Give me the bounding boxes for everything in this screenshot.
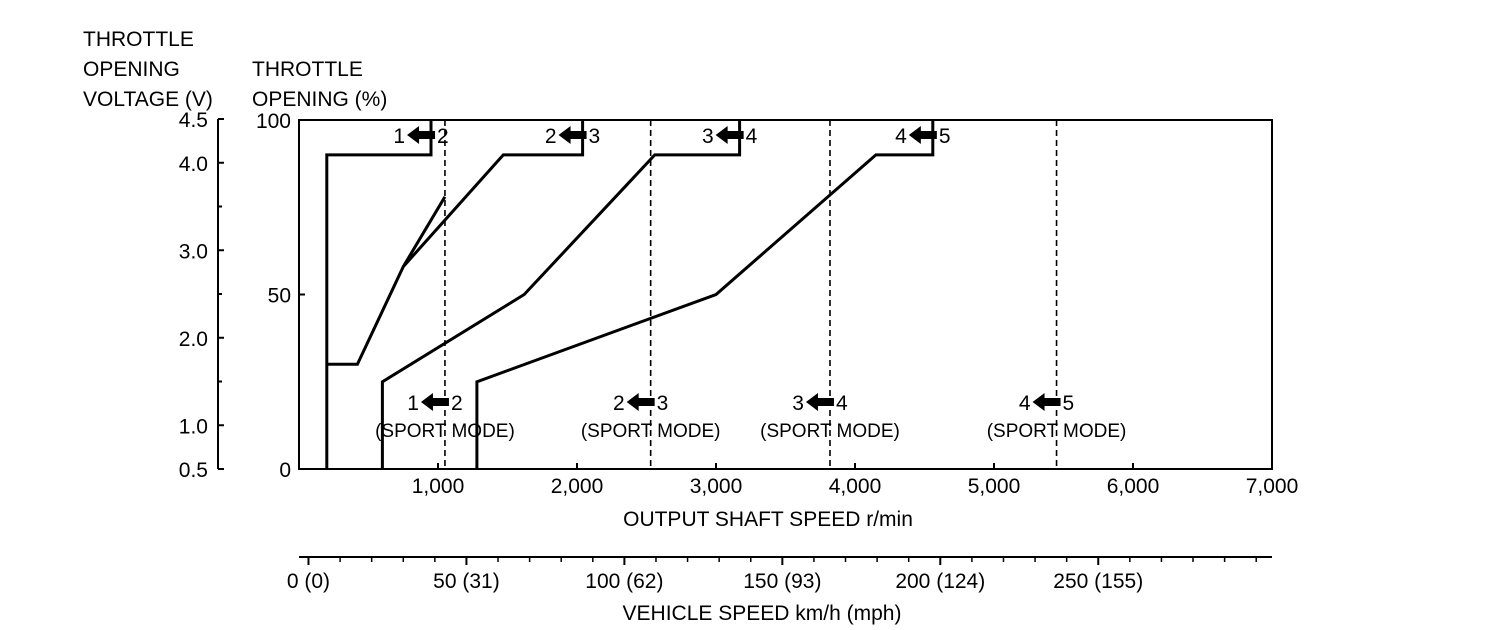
sport-shift-label-from: 1 <box>407 392 419 415</box>
sport-mode-label: (SPORT MODE) <box>760 421 900 442</box>
sport-shift-label-to: 5 <box>1063 392 1075 415</box>
sport-mode-label: (SPORT MODE) <box>581 421 721 442</box>
voltage-tick-label: 4.5 <box>179 109 208 132</box>
vehicle-speed-tick-label: 100 (62) <box>585 570 663 593</box>
vehicle-speed-axis-title: VEHICLE SPEED km/h (mph) <box>623 602 902 625</box>
vehicle-speed-tick-label: 50 (31) <box>433 570 500 593</box>
shift-label-to: 2 <box>437 125 449 148</box>
shift-curve <box>380 120 742 469</box>
voltage-tick-label: 2.0 <box>179 328 208 351</box>
throttle-tick-label: 0 <box>279 459 291 482</box>
voltage-axis-title-line-1: THROTTLE <box>83 28 194 51</box>
x-tick-label: 6,000 <box>1107 475 1160 498</box>
voltage-tick-label: 1.0 <box>179 415 208 438</box>
sport-shift-label-from: 3 <box>792 392 804 415</box>
sport-mode-label: (SPORT MODE) <box>375 421 515 442</box>
x-tick-label: 5,000 <box>968 475 1021 498</box>
voltage-tick-label: 4.0 <box>179 153 208 176</box>
sport-shift-label-to: 3 <box>657 392 669 415</box>
shift-label-from: 2 <box>545 125 557 148</box>
shift-label-from: 4 <box>895 125 907 148</box>
voltage-tick-label: 3.0 <box>179 240 208 263</box>
shift-curve <box>475 120 935 469</box>
x-tick-label: 2,000 <box>551 475 604 498</box>
sport-shift-label-to: 2 <box>451 392 463 415</box>
x-tick-label: 1,000 <box>412 475 465 498</box>
shift-label-to: 5 <box>939 125 951 148</box>
throttle-axis-title-line-2: OPENING (%) <box>252 88 387 111</box>
shift-curve <box>325 120 433 469</box>
voltage-axis-title-line-2: OPENING <box>83 58 180 81</box>
vehicle-speed-tick-label: 250 (155) <box>1053 570 1143 593</box>
x-axis-title: OUTPUT SHAFT SPEED r/min <box>623 508 913 531</box>
x-tick-label: 7,000 <box>1246 475 1299 498</box>
shift-label-from: 3 <box>702 125 714 148</box>
shift-label-arrow-icon <box>908 126 937 144</box>
shift-label-arrow-icon <box>558 126 587 144</box>
vehicle-speed-tick-label: 150 (93) <box>743 570 821 593</box>
throttle-axis-title-line-1: THROTTLE <box>252 58 363 81</box>
vehicle-speed-tick-label: 0 (0) <box>287 570 330 593</box>
sport-shift-label-arrow-icon <box>420 393 449 411</box>
shift-label-to: 4 <box>746 125 758 148</box>
sport-mode-label: (SPORT MODE) <box>987 421 1127 442</box>
shift-label-arrow-icon <box>407 126 436 144</box>
voltage-tick-label: 0.5 <box>179 459 208 482</box>
sport-shift-label-arrow-icon <box>626 393 655 411</box>
sport-shift-label-arrow-icon <box>805 393 834 411</box>
sport-shift-label-to: 4 <box>836 392 848 415</box>
x-tick-label: 4,000 <box>829 475 882 498</box>
sport-shift-label-from: 2 <box>613 392 625 415</box>
shift-label-from: 1 <box>393 125 405 148</box>
throttle-tick-label: 100 <box>256 110 291 133</box>
shift-label-to: 3 <box>589 125 601 148</box>
x-tick-label: 3,000 <box>690 475 743 498</box>
shift-curve <box>326 196 447 366</box>
throttle-tick-label: 50 <box>268 285 291 308</box>
voltage-axis-title-line-3: VOLTAGE (V) <box>83 88 213 111</box>
sport-shift-label-from: 4 <box>1019 392 1031 415</box>
sport-shift-label-arrow-icon <box>1032 393 1061 411</box>
shift-label-arrow-icon <box>715 126 744 144</box>
vehicle-speed-tick-label: 200 (124) <box>895 570 985 593</box>
